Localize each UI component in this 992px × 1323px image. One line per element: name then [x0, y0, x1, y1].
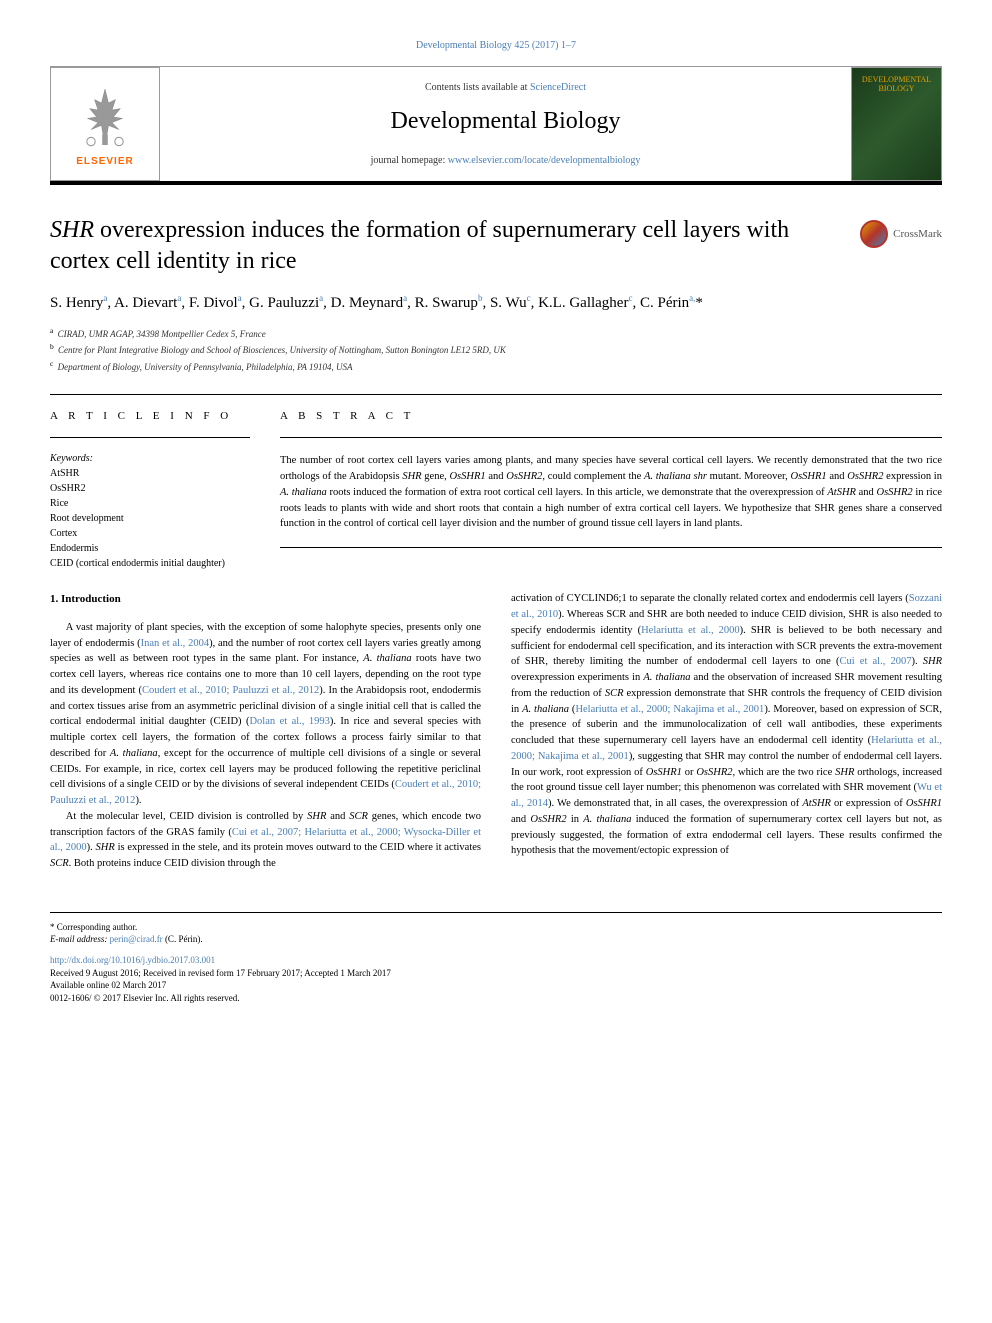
available-line: Available online 02 March 2017	[50, 979, 942, 992]
divider	[50, 394, 942, 395]
keyword: Endodermis	[50, 541, 250, 556]
crossmark-label: CrossMark	[893, 227, 942, 241]
email-link[interactable]: perin@cirad.fr	[110, 934, 163, 944]
divider	[280, 437, 942, 438]
abstract-text: The number of root cortex cell layers va…	[280, 453, 942, 532]
abstract-heading: A B S T R A C T	[280, 410, 942, 422]
sciencedirect-link[interactable]: ScienceDirect	[530, 82, 586, 93]
journal-header-box: ELSEVIER Contents lists available at Sci…	[50, 66, 942, 185]
journal-name: Developmental Biology	[170, 108, 841, 135]
journal-cover: DEVELOPMENTAL BIOLOGY	[852, 67, 942, 181]
journal-homepage-link[interactable]: www.elsevier.com/locate/developmentalbio…	[448, 155, 641, 166]
corresponding-author: * Corresponding author.	[50, 921, 942, 934]
homepage-line: journal homepage: www.elsevier.com/locat…	[170, 155, 841, 166]
elsevier-tree-icon	[70, 82, 140, 152]
contents-line: Contents lists available at ScienceDirec…	[170, 82, 841, 93]
affiliations: a CIRAD, UMR AGAP, 34398 Montpellier Ced…	[50, 325, 942, 375]
affiliation-c: c Department of Biology, University of P…	[50, 358, 942, 375]
received-line: Received 9 August 2016; Received in revi…	[50, 967, 942, 980]
elsevier-text: ELSEVIER	[76, 156, 133, 167]
email-line: E-mail address: perin@cirad.fr (C. Périn…	[50, 933, 942, 946]
keyword: CEID (cortical endodermis initial daught…	[50, 556, 250, 571]
crossmark-icon	[860, 220, 888, 248]
header-citation: Developmental Biology 425 (2017) 1–7	[50, 40, 942, 51]
abstract-col: A B S T R A C T The number of root corte…	[280, 410, 942, 571]
affiliation-a: a CIRAD, UMR AGAP, 34398 Montpellier Ced…	[50, 325, 942, 342]
authors-list: S. Henrya, A. Dievarta, F. Divola, G. Pa…	[50, 292, 942, 315]
divider	[50, 437, 250, 438]
header-center: Contents lists available at ScienceDirec…	[160, 67, 852, 181]
article-info-col: A R T I C L E I N F O Keywords: AtSHR Os…	[50, 410, 250, 571]
affiliation-b: b Centre for Plant Integrative Biology a…	[50, 341, 942, 358]
keywords-label: Keywords:	[50, 453, 250, 464]
column-left: 1. Introduction A vast majority of plant…	[50, 591, 481, 872]
body-columns: 1. Introduction A vast majority of plant…	[50, 591, 942, 872]
cover-title: DEVELOPMENTAL BIOLOGY	[856, 76, 937, 94]
column-right: activation of CYCLIND6;1 to separate the…	[511, 591, 942, 872]
elsevier-logo: ELSEVIER	[50, 67, 160, 181]
article-info-heading: A R T I C L E I N F O	[50, 410, 250, 422]
keyword: Root development	[50, 511, 250, 526]
crossmark-badge[interactable]: CrossMark	[860, 220, 942, 248]
article-title: SHR overexpression induces the formation…	[50, 215, 942, 277]
keyword: Rice	[50, 496, 250, 511]
body-paragraph: activation of CYCLIND6;1 to separate the…	[511, 591, 942, 859]
doi-link[interactable]: http://dx.doi.org/10.1016/j.ydbio.2017.0…	[50, 954, 942, 967]
body-paragraph: A vast majority of plant species, with t…	[50, 620, 481, 809]
info-abstract-row: A R T I C L E I N F O Keywords: AtSHR Os…	[50, 410, 942, 571]
copyright-line: 0012-1606/ © 2017 Elsevier Inc. All righ…	[50, 992, 942, 1005]
keyword: AtSHR	[50, 466, 250, 481]
body-paragraph: At the molecular level, CEID division is…	[50, 809, 481, 872]
divider	[280, 547, 942, 548]
keywords-list: AtSHR OsSHR2 Rice Root development Corte…	[50, 466, 250, 571]
intro-heading: 1. Introduction	[50, 591, 481, 608]
footer: * Corresponding author. E-mail address: …	[50, 912, 942, 1005]
keyword: Cortex	[50, 526, 250, 541]
keyword: OsSHR2	[50, 481, 250, 496]
